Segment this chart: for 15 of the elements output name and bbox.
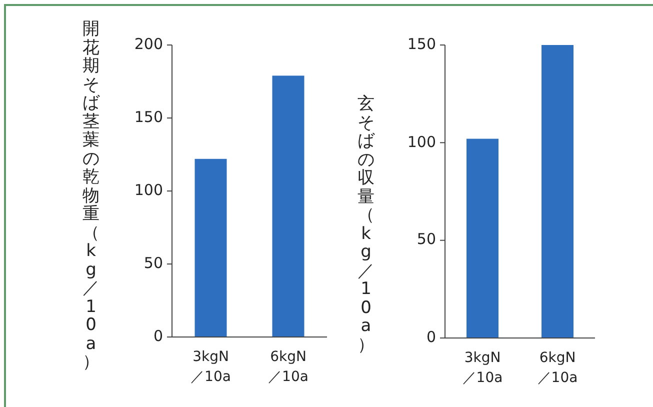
x-tick-label: 6kgN ／10a — [536, 349, 579, 388]
y-tick-label: 100 — [407, 132, 436, 151]
y-tick-label: 100 — [134, 181, 163, 199]
x-tick-label: 3kgN ／10a — [190, 348, 232, 387]
y-tick-label: 50 — [416, 230, 436, 248]
x-tick-label: 3kgN ／10a — [461, 349, 504, 388]
y-tick-label: 0 — [426, 328, 436, 346]
y-tick-label: 0 — [153, 327, 163, 345]
y-tick-label: 50 — [144, 254, 163, 272]
y-tick-label: 150 — [134, 108, 163, 126]
x-tick-label: 6kgN ／10a — [267, 348, 310, 387]
y-tick-label: 150 — [407, 35, 436, 53]
text: 玄そばの収量（kg／10a） — [358, 94, 374, 354]
text: 開花期そば茎葉の乾物重（kg／10a） — [82, 19, 100, 372]
y-tick-label: 200 — [134, 35, 163, 53]
